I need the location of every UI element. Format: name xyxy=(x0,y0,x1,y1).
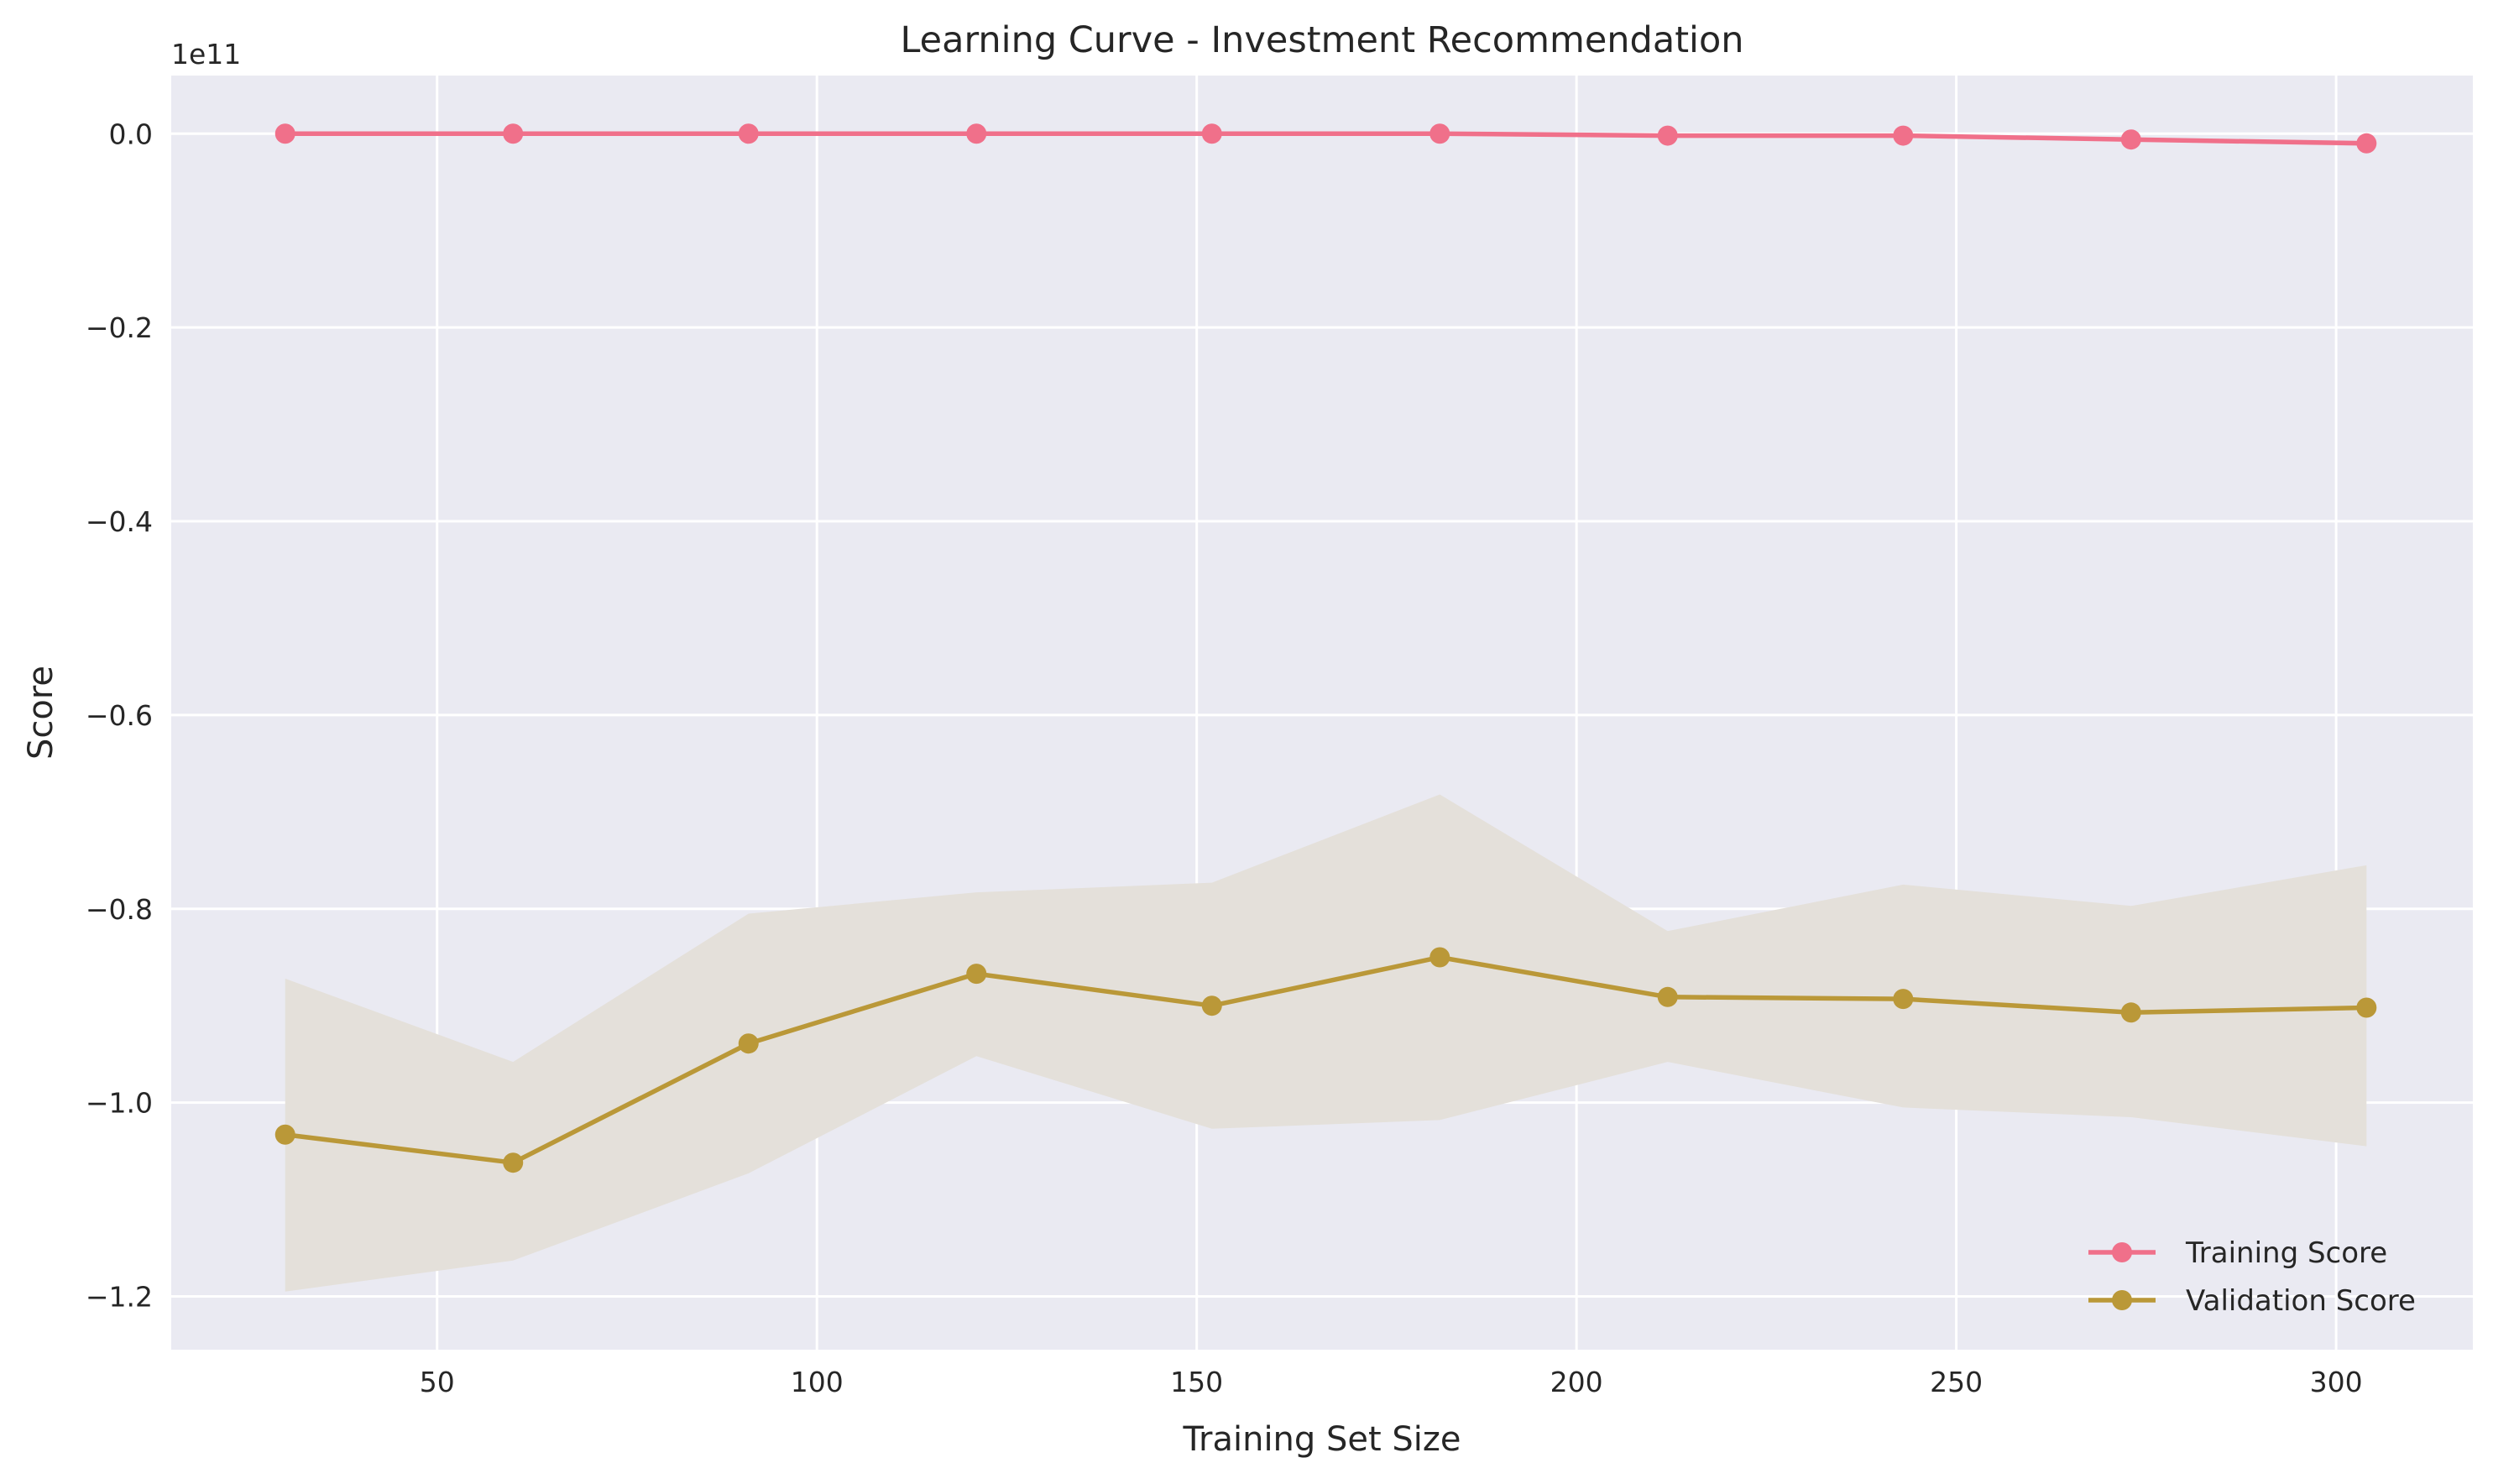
validation-score-point xyxy=(274,1124,295,1145)
legend-validation-score-label: Validation Score xyxy=(2186,1284,2416,1318)
validation-score-point xyxy=(966,964,987,985)
training-score-point xyxy=(2120,129,2141,150)
validation-score-point xyxy=(1657,986,1678,1007)
y-tick-labels: 0.0 −0.2 −0.4 −0.6 −0.8 −1.0 −1.2 xyxy=(86,118,153,1313)
validation-score-band xyxy=(285,794,2367,1292)
legend-training-score-label: Training Score xyxy=(2185,1236,2387,1270)
y-tick-label: 0.0 xyxy=(109,118,153,150)
x-tick-label: 300 xyxy=(2310,1366,2363,1398)
validation-score-point xyxy=(503,1152,524,1173)
x-axis-label: Training Set Size xyxy=(1182,1420,1461,1459)
legend: Training Score Validation Score xyxy=(2088,1236,2416,1318)
training-score-point xyxy=(503,123,524,144)
training-score-point xyxy=(1429,123,1450,144)
y-tick-label: −0.4 xyxy=(86,505,153,538)
score-bands xyxy=(285,133,2367,1292)
training-score-point xyxy=(738,123,759,144)
training-score-point xyxy=(274,123,295,144)
y-tick-label: −1.0 xyxy=(86,1087,153,1120)
x-tick-label: 100 xyxy=(791,1366,844,1398)
training-score-line xyxy=(285,131,2367,146)
validation-score-point xyxy=(738,1033,759,1054)
score-markers xyxy=(274,123,2377,1173)
training-score-point xyxy=(1893,125,1914,146)
validation-score-point xyxy=(1429,947,1450,968)
y-tick-label: −1.2 xyxy=(86,1281,153,1314)
training-score-point xyxy=(2356,133,2377,154)
x-tick-label: 200 xyxy=(1550,1366,1603,1398)
y-tick-label: −0.8 xyxy=(86,893,153,926)
y-axis-offset-label: 1e11 xyxy=(171,38,241,71)
chart-title: Learning Curve - Investment Recommendati… xyxy=(900,19,1743,61)
training-score-point xyxy=(966,123,987,144)
legend-training-score-marker xyxy=(2112,1242,2132,1262)
y-tick-label: −0.2 xyxy=(86,311,153,344)
validation-score-point xyxy=(2120,1002,2141,1023)
x-tick-label: 50 xyxy=(420,1366,455,1398)
legend-validation-score-marker xyxy=(2112,1290,2132,1310)
validation-score-line xyxy=(285,954,2367,1165)
training-score-point xyxy=(1201,123,1222,144)
x-tick-labels: 50 100 150 200 250 300 xyxy=(420,1366,2363,1398)
y-axis-label: Score xyxy=(22,666,60,760)
x-tick-label: 250 xyxy=(1930,1366,1983,1398)
validation-score-point xyxy=(2356,997,2377,1018)
training-score-point xyxy=(1657,125,1678,146)
y-tick-label: −0.6 xyxy=(86,699,153,732)
score-lines xyxy=(285,131,2367,1165)
validation-score-point xyxy=(1201,995,1222,1016)
x-tick-label: 150 xyxy=(1170,1366,1223,1398)
validation-score-point xyxy=(1893,989,1914,1010)
